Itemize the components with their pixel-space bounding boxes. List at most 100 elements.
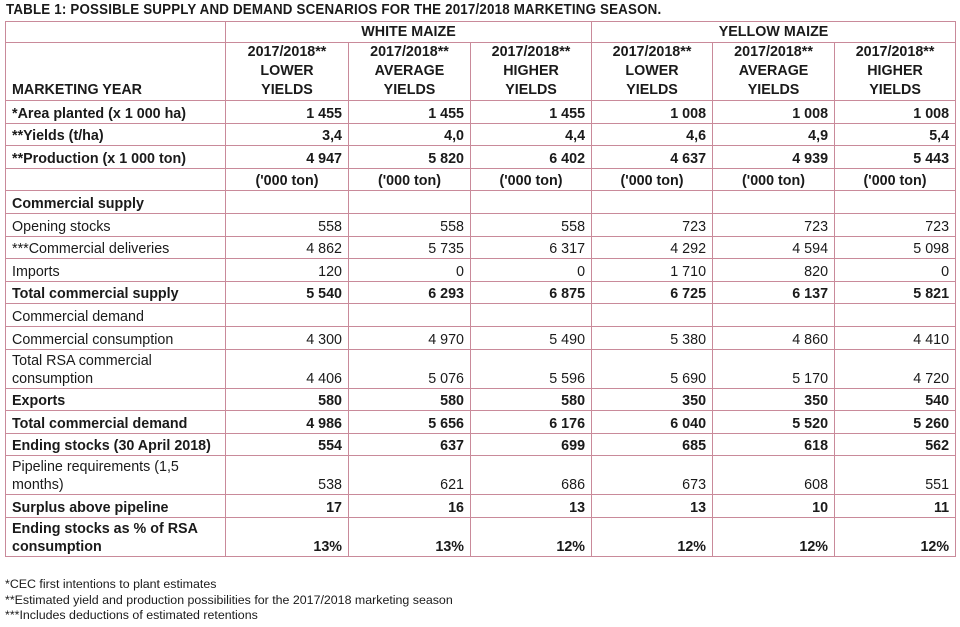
column-header-line: YIELDS: [383, 82, 436, 98]
column-header-row: MARKETING YEAR 2017/2018** LOWER YIELDS 201…: [5, 42, 957, 101]
column-header-line: 2017/2018**: [247, 44, 327, 60]
table-row: Ending stocks as % of RSA consumption 13%…: [5, 516, 957, 557]
table-cell: 350: [712, 387, 836, 412]
column-header-line: YIELDS: [626, 82, 678, 98]
row-label: Commercial demand: [5, 303, 226, 327]
table-cell: 13: [591, 494, 714, 518]
table-cell: 6 875: [469, 280, 593, 305]
table-cell: 699: [469, 432, 593, 457]
table-cell: 686: [469, 455, 593, 496]
table-cell: 5 380: [591, 325, 714, 350]
table-cell: 540: [834, 387, 957, 412]
column-header-line: YIELDS: [869, 82, 921, 98]
table-cell: ('000 ton): [225, 167, 349, 192]
table-cell: 562: [834, 432, 957, 457]
column-header-line: AVERAGE: [374, 63, 445, 79]
table-cell: 5 820: [348, 145, 471, 169]
table-cell: 16: [348, 494, 471, 518]
table-cell: 608: [712, 455, 836, 496]
table-cell: [591, 190, 714, 214]
table-cell: 580: [225, 387, 349, 412]
table-cell: [469, 190, 593, 214]
table-cell: 5 443: [834, 145, 957, 169]
row-label: Pipeline requirements (1,5 months): [5, 455, 226, 496]
table-cell: 558: [348, 212, 471, 237]
column-header-line: YIELDS: [747, 82, 800, 98]
table-cell: 4 292: [591, 235, 714, 260]
table-cell: [712, 190, 836, 214]
row-label: ***Commercial deliveries: [5, 235, 226, 260]
table-cell: 5 690: [591, 348, 714, 389]
table-row: Commercial consumption 4 300 4 970 5 490 5 3…: [5, 325, 957, 350]
row-label: Surplus above pipeline: [5, 494, 226, 518]
table-cell: ('000 ton): [348, 167, 471, 192]
table-cell: 6 040: [591, 410, 714, 434]
table-cell: 551: [834, 455, 957, 496]
row-label: Ending stocks (30 April 2018): [5, 432, 226, 457]
table-row: Imports 120 0 0 1 710 820 0: [5, 258, 957, 282]
table-cell: [225, 303, 349, 327]
row-label: Ending stocks as % of RSA consumption: [5, 516, 226, 557]
table-cell: 5 656: [348, 410, 471, 434]
table-cell: 5 260: [834, 410, 957, 434]
table-row: Total RSA commercial consumption 4 406 5 0…: [5, 348, 957, 389]
table-cell: 4,6: [591, 122, 714, 147]
table-cell: ('000 ton): [712, 167, 836, 192]
table-cell: 4 594: [712, 235, 836, 260]
group-header-yellow-maize: YELLOW MAIZE: [591, 21, 957, 43]
table-cell: 637: [348, 432, 471, 457]
table-cell: 13%: [348, 516, 471, 557]
table-cell: 4 947: [225, 145, 349, 169]
row-label: Commercial supply: [5, 190, 226, 214]
footnote: **Estimated yield and production possibi…: [5, 592, 453, 607]
table-cell: 4 637: [591, 145, 714, 169]
row-label: Imports: [5, 258, 226, 282]
table-cell: 621: [348, 455, 471, 496]
row-label: Total commercial supply: [5, 280, 226, 305]
column-header-line: HIGHER: [867, 63, 923, 79]
table-cell: 4 410: [834, 325, 957, 350]
table-row: **Production (x 1 000 ton) 4 947 5 820 6 40…: [5, 145, 957, 169]
table-cell: 4 970: [348, 325, 471, 350]
table-row: **Yields (t/ha) 3,4 4,0 4,4 4,6 4,9 5,4: [5, 122, 957, 147]
column-header-line: YIELDS: [505, 82, 557, 98]
column-header: 2017/2018** HIGHER YIELDS: [469, 42, 593, 101]
table-cell: 0: [834, 258, 957, 282]
table-cell: ('000 ton): [591, 167, 714, 192]
table-cell: 580: [469, 387, 593, 412]
table-cell: 1 008: [712, 100, 836, 124]
table-cell: [469, 303, 593, 327]
table-cell: 4 300: [225, 325, 349, 350]
column-header: 2017/2018** AVERAGE YIELDS: [348, 42, 471, 101]
table-cell: 1 455: [225, 100, 349, 124]
table-cell: 5 170: [712, 348, 836, 389]
table-cell: 4 720: [834, 348, 957, 389]
table-cell: 558: [225, 212, 349, 237]
table-cell: 12%: [469, 516, 593, 557]
table-cell: 4 986: [225, 410, 349, 434]
table-cell: 6 176: [469, 410, 593, 434]
table-cell: ('000 ton): [469, 167, 593, 192]
table-cell: 6 725: [591, 280, 714, 305]
table-cell: 538: [225, 455, 349, 496]
table-cell: 13: [469, 494, 593, 518]
supply-demand-table: WHITE MAIZE YELLOW MAIZE MARKETING YEAR …: [5, 21, 957, 557]
column-header-line: YIELDS: [261, 82, 313, 98]
group-header-white-maize: WHITE MAIZE: [224, 21, 593, 43]
column-header-line: 2017/2018**: [491, 44, 571, 60]
row-label: **Yields (t/ha): [5, 122, 226, 147]
table-cell: [834, 303, 957, 327]
table-cell: 4,0: [348, 122, 471, 147]
table-cell: 820: [712, 258, 836, 282]
table-cell: 723: [712, 212, 836, 237]
table-row: Total commercial demand 4 986 5 656 6 176 6 …: [5, 410, 957, 434]
table-row: Pipeline requirements (1,5 months) 538 621…: [5, 455, 957, 496]
table-cell: 6 402: [469, 145, 593, 169]
row-label: Total RSA commercial consumption: [5, 348, 226, 389]
table-cell: 5,4: [834, 122, 957, 147]
column-header-line: 2017/2018**: [855, 44, 935, 60]
table-cell: 4,9: [712, 122, 836, 147]
table-cell: 120: [225, 258, 349, 282]
table-cell: [225, 190, 349, 214]
marketing-year-header: MARKETING YEAR: [5, 42, 226, 101]
